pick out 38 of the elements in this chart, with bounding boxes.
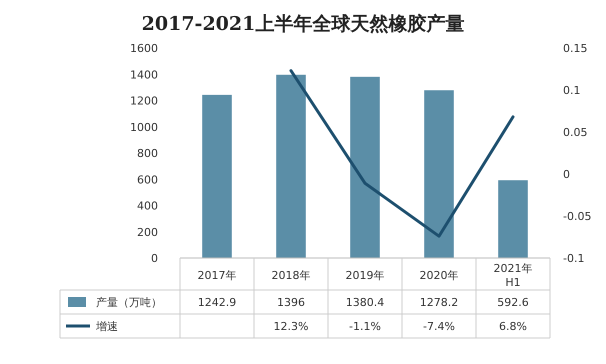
x-tick-label: 2017年 bbox=[198, 269, 236, 282]
y-tick-label: 600 bbox=[137, 173, 158, 186]
y2-tick-label: 0.15 bbox=[563, 42, 588, 55]
y2-tick-label: 0 bbox=[563, 168, 570, 181]
y-tick-label: 400 bbox=[137, 200, 158, 212]
y2-tick-label: 0.05 bbox=[563, 126, 588, 139]
y-tick-label: 1600 bbox=[130, 42, 158, 55]
x-tick-label: 2018年 bbox=[272, 269, 310, 282]
x-tick-label: 2019年 bbox=[346, 269, 384, 282]
line-series bbox=[290, 69, 514, 238]
y2-tick-label: -0.05 bbox=[563, 210, 592, 223]
data-label: 1380.4 bbox=[346, 296, 384, 309]
y-tick-label: 1200 bbox=[130, 94, 158, 108]
y-tick-label: 800 bbox=[137, 147, 158, 160]
x-tick-label: 2020年 bbox=[420, 269, 458, 282]
legend-label: 产量（万吨） bbox=[96, 296, 162, 309]
data-label: 592.6 bbox=[497, 296, 529, 309]
legend-label: 增速 bbox=[95, 320, 118, 333]
bar bbox=[202, 94, 232, 258]
data-label: 1278.2 bbox=[420, 296, 458, 309]
x-tick-label: 2021年 H1 bbox=[494, 262, 532, 289]
data-label: 1242.9 bbox=[198, 296, 236, 309]
y2-tick-label: 0.1 bbox=[563, 84, 580, 97]
y-tick-label: 0 bbox=[151, 252, 158, 265]
bar bbox=[350, 76, 380, 258]
data-label: 12.3% bbox=[274, 320, 308, 333]
data-label: -7.4% bbox=[423, 320, 455, 333]
y-tick-label: 1400 bbox=[130, 68, 158, 82]
data-label: -1.1% bbox=[349, 320, 381, 333]
chart-title: 2017-2021上半年全球天然橡胶产量 bbox=[142, 13, 464, 35]
y2-tick-label: -0.1 bbox=[563, 252, 584, 265]
y-tick-label: 200 bbox=[137, 226, 158, 239]
y-tick-label: 1000 bbox=[130, 120, 158, 134]
bar bbox=[498, 180, 528, 258]
data-label: 6.8% bbox=[499, 320, 527, 333]
data-label: 1396 bbox=[277, 296, 305, 309]
bar bbox=[276, 74, 306, 258]
bar bbox=[424, 90, 454, 258]
